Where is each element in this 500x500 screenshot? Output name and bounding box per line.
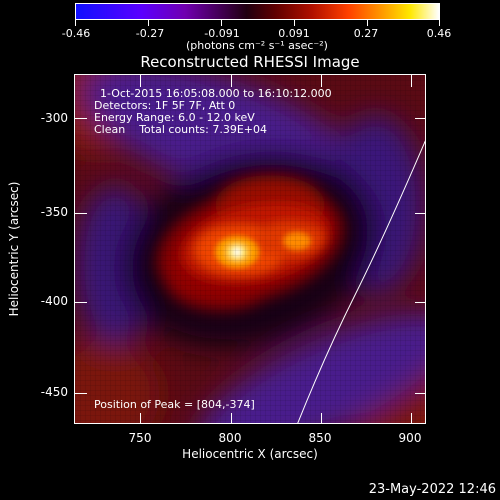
x-tick-label: 800	[218, 431, 242, 445]
y-tick-label: -450	[40, 385, 68, 399]
colorbar-tick-label: -0.27	[135, 27, 165, 40]
footer-timestamp: 23-May-2022 12:46	[368, 482, 496, 497]
y-axis-label: Heliocentric Y (arcsec)	[7, 181, 21, 317]
peak-position: Position of Peak = [804,-374]	[94, 398, 255, 411]
energy-range-info: Energy Range: 6.0 - 12.0 keV	[94, 111, 255, 124]
plot-title: Reconstructed RHESSI Image	[140, 53, 360, 71]
colorbar-tick-label: -0.091	[204, 27, 240, 40]
colorbar-tick-label: 0.46	[426, 27, 452, 40]
x-tick-label: 900	[398, 431, 422, 445]
colorbar-tick-label: 0.091	[278, 27, 310, 40]
colorbar-gradient	[75, 3, 440, 20]
y-tick-label: -350	[40, 205, 68, 219]
clean-counts-info: Clean Total counts: 7.39E+04	[94, 123, 268, 136]
detectors-info: Detectors: 1F 5F 7F, Att 0	[94, 99, 236, 112]
colorbar-units-label: (photons cm⁻² s⁻¹ asec⁻²)	[186, 39, 328, 52]
rhessi-image: 1-Oct-2015 16:05:08.000 to 16:10:12.000 …	[74, 74, 426, 424]
colorbar-tick-label: -0.46	[61, 27, 91, 40]
y-tick-label: -300	[40, 111, 68, 125]
x-tick-label: 850	[308, 431, 332, 445]
colorbar-tick-label: 0.27	[353, 27, 379, 40]
solar-limb-line	[297, 140, 425, 423]
rhessi-image-svg	[75, 75, 425, 423]
y-tick-label: -400	[40, 294, 68, 308]
observation-time: 1-Oct-2015 16:05:08.000 to 16:10:12.000	[100, 87, 332, 100]
x-axis-label: Heliocentric X (arcsec)	[182, 447, 318, 461]
x-tick-label: 750	[128, 431, 152, 445]
